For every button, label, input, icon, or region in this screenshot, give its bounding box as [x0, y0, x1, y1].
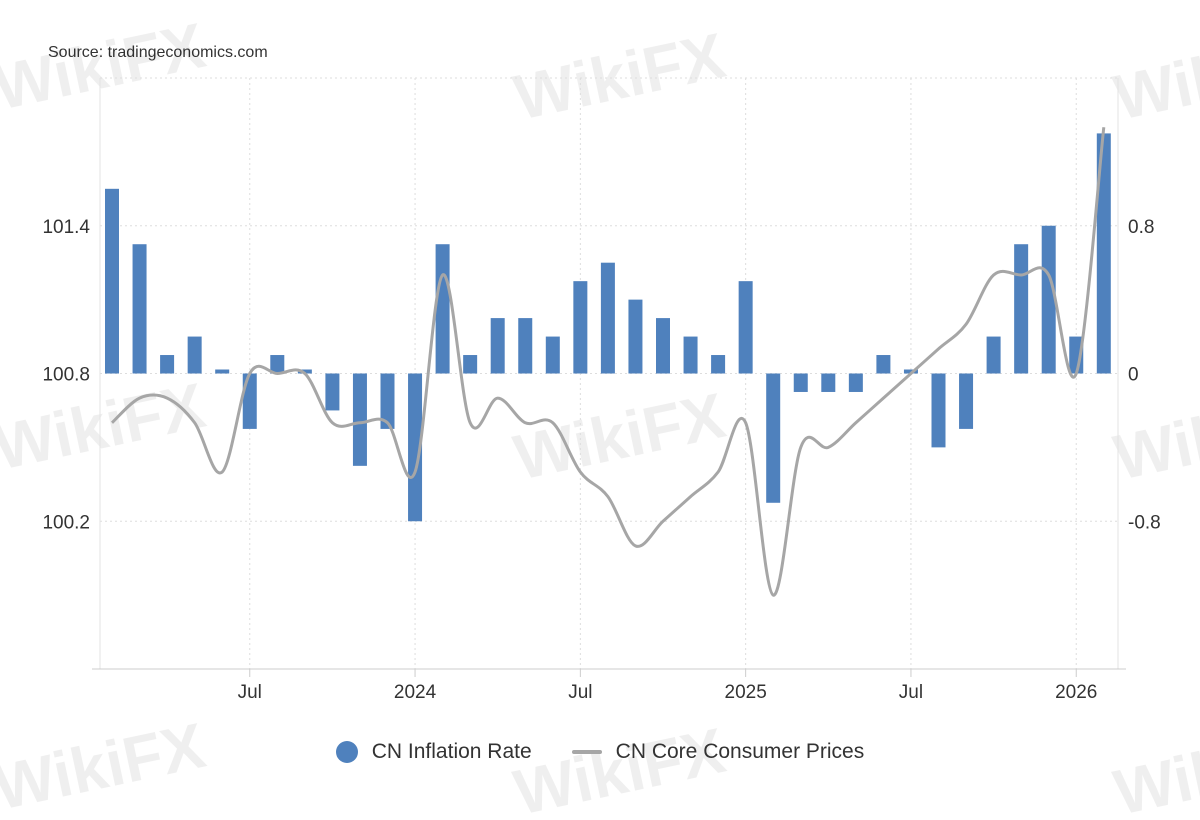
x-axis-tick: Jul [238, 682, 262, 703]
bar-2024-06 [545, 336, 560, 374]
bar-2025-02 [766, 373, 781, 503]
watermark: WikiFX [1108, 379, 1200, 494]
right-axis-tick: 0 [1128, 365, 1139, 386]
bar-2023-10 [325, 373, 340, 411]
bar-2025-06 [876, 355, 891, 374]
bar-2025-08 [931, 373, 946, 448]
bar-2025-12 [1041, 225, 1056, 374]
bar-2023-09 [297, 369, 312, 374]
x-axis-tick: 2026 [1055, 682, 1097, 703]
legend-item-core-prices[interactable]: CN Core Consumer Prices [571, 740, 865, 764]
watermark: WikiFX [508, 19, 731, 134]
bar-2024-05 [518, 318, 533, 374]
watermark: WikiFX [1108, 19, 1200, 134]
bar-2023-08 [270, 355, 285, 374]
legend-label: CN Inflation Rate [371, 740, 532, 763]
bar-2024-01 [408, 373, 423, 522]
bar-2024-11 [683, 336, 698, 374]
bar-2025-09 [959, 373, 974, 429]
bar-2024-07 [573, 281, 588, 374]
watermark: WikiFX [0, 709, 211, 820]
bar-2023-05 [187, 336, 202, 374]
x-axis-tick: 2025 [725, 682, 767, 703]
legend-label: CN Core Consumer Prices [615, 740, 865, 763]
bar-2023-07 [242, 373, 257, 429]
bar-2025-10 [986, 336, 1001, 374]
source-label: Source: tradingeconomics.com [48, 44, 268, 61]
bar-2024-10 [656, 318, 670, 374]
x-axis-tick: Jul [568, 682, 592, 703]
left-axis-tick: 100.2 [42, 512, 90, 533]
right-axis-tick: 0.8 [1128, 217, 1154, 238]
bar-2024-08 [600, 262, 615, 374]
bar-2024-09 [628, 299, 643, 374]
watermark: WikiFX [0, 9, 211, 124]
legend-item-inflation-rate[interactable]: CN Inflation Rate [335, 740, 532, 764]
watermark: WikiFX [1108, 714, 1200, 820]
watermark: WikiFX [508, 379, 731, 494]
bar-2024-04 [490, 318, 505, 374]
left-axis-tick: 101.4 [42, 217, 90, 238]
x-axis-tick: Jul [899, 682, 923, 703]
bar-2024-03 [463, 355, 478, 374]
bar-2023-06 [215, 369, 230, 374]
core-consumer-prices-line [110, 127, 1106, 597]
watermark: WikiFX [0, 369, 211, 484]
bar-2025-03 [793, 373, 808, 392]
bar-2023-04 [160, 355, 175, 374]
legend-marker-bar [335, 741, 358, 763]
x-axis-tick: 2024 [394, 682, 437, 703]
legend-marker-line [571, 750, 602, 754]
bar-2024-12 [711, 355, 726, 374]
legend: CN Inflation Rate CN Core Consumer Price… [0, 740, 1200, 764]
bar-2025-11 [1014, 244, 1029, 374]
bar-2023-03 [132, 244, 147, 374]
bar-2025-04 [821, 373, 836, 392]
bar-2024-02 [435, 244, 450, 374]
right-axis-tick: -0.8 [1128, 512, 1161, 533]
bar-2023-11 [352, 373, 367, 466]
bar-2026-02 [1096, 133, 1111, 374]
left-axis-tick: 100.8 [42, 365, 90, 386]
bar-2023-02 [105, 188, 119, 374]
bar-2025-05 [848, 373, 863, 392]
watermark: WikiFX [508, 714, 731, 820]
bar-2025-01 [738, 281, 753, 374]
bar-2023-12 [380, 373, 395, 429]
